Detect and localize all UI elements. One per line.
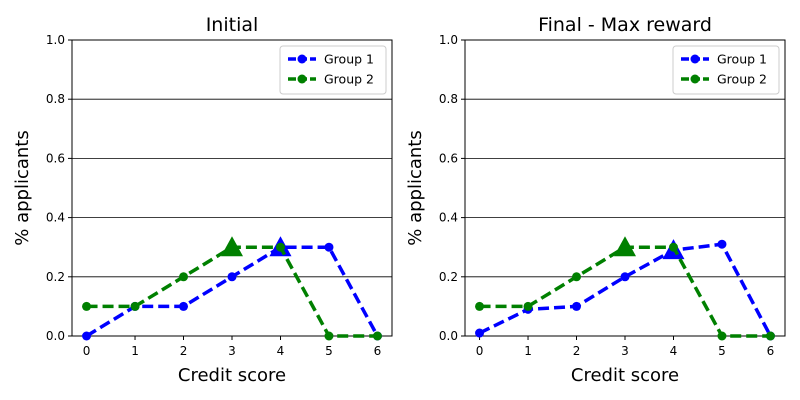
y-tick-label: 0.0 <box>46 329 65 343</box>
x-axis-label: Credit score <box>178 365 286 386</box>
data-point <box>717 239 727 249</box>
data-point <box>82 331 92 341</box>
chart-title: Final - Max reward <box>538 14 712 36</box>
x-tick-label: 2 <box>573 344 581 358</box>
data-point <box>324 242 334 252</box>
y-tick-label: 0.6 <box>439 151 458 165</box>
y-axis-label: % applicants <box>405 130 426 245</box>
data-point <box>475 328 485 338</box>
x-tick-label: 3 <box>228 344 236 358</box>
series-line <box>478 242 773 337</box>
data-point <box>130 301 140 311</box>
y-tick-label: 0.4 <box>439 211 458 225</box>
y-tick-label: 0.8 <box>46 92 65 106</box>
legend-marker <box>690 74 700 84</box>
legend-entry: Group 1 <box>717 52 767 67</box>
data-point <box>324 331 334 341</box>
legend-entry: Group 1 <box>324 52 374 67</box>
x-tick-label: 4 <box>670 344 678 358</box>
y-axis-label: % applicants <box>12 130 33 245</box>
x-tick-label: 3 <box>621 344 629 358</box>
x-tick-label: 5 <box>325 344 333 358</box>
data-point <box>275 242 285 252</box>
chart-initial: 0.0 0.2 0.4 0.6 0.8 1.0 0 1 2 3 4 5 6 Initial Credit s… <box>12 14 393 386</box>
legend-entry: Group 2 <box>324 72 374 87</box>
series-group-2 <box>82 236 382 341</box>
data-point <box>372 331 382 341</box>
legend: Group 1 Group 2 <box>672 45 780 95</box>
data-point <box>620 272 630 282</box>
data-point <box>179 272 189 282</box>
y-tick-label: 0.4 <box>46 211 65 225</box>
triangle-marker <box>614 236 636 257</box>
legend-marker <box>297 74 307 84</box>
y-tick-label: 0.8 <box>439 92 458 106</box>
data-point <box>572 272 582 282</box>
data-point <box>475 301 485 311</box>
series-line <box>85 245 379 338</box>
x-tick-label: 2 <box>180 344 188 358</box>
data-point <box>765 331 775 341</box>
x-tick-label: 4 <box>277 344 285 358</box>
series-line <box>86 245 378 338</box>
legend-marker <box>297 54 307 64</box>
data-point <box>668 242 678 252</box>
y-tick-label: 1.0 <box>46 33 65 47</box>
x-tick-label: 6 <box>767 344 775 358</box>
legend-marker <box>690 54 700 64</box>
legend: Group 1 Group 2 <box>279 45 387 95</box>
series-line <box>479 245 771 338</box>
x-tick-label: 5 <box>718 344 726 358</box>
y-tick-label: 0.2 <box>46 270 65 284</box>
x-tick-label: 1 <box>524 344 532 358</box>
y-tick-label: 0.6 <box>46 151 65 165</box>
data-point <box>523 301 533 311</box>
legend-entry: Group 2 <box>717 72 767 87</box>
y-tick-label: 1.0 <box>439 33 458 47</box>
chart-title: Initial <box>206 14 259 36</box>
x-tick-label: 0 <box>476 344 484 358</box>
x-tick-label: 1 <box>131 344 139 358</box>
triangle-marker <box>221 236 243 257</box>
series-group-2 <box>475 236 775 341</box>
x-tick-label: 0 <box>83 344 91 358</box>
data-point <box>717 331 727 341</box>
x-axis-label: Credit score <box>571 365 679 386</box>
y-tick-label: 0.0 <box>439 329 458 343</box>
data-point <box>227 272 237 282</box>
data-point <box>82 301 92 311</box>
data-point <box>572 301 582 311</box>
x-tick-label: 6 <box>374 344 382 358</box>
chart-final-max-reward: 0.0 0.2 0.4 0.6 0.8 1.0 0 1 2 3 4 5 6 Final - Max rew… <box>405 14 786 386</box>
y-tick-label: 0.2 <box>439 270 458 284</box>
data-point <box>179 301 189 311</box>
